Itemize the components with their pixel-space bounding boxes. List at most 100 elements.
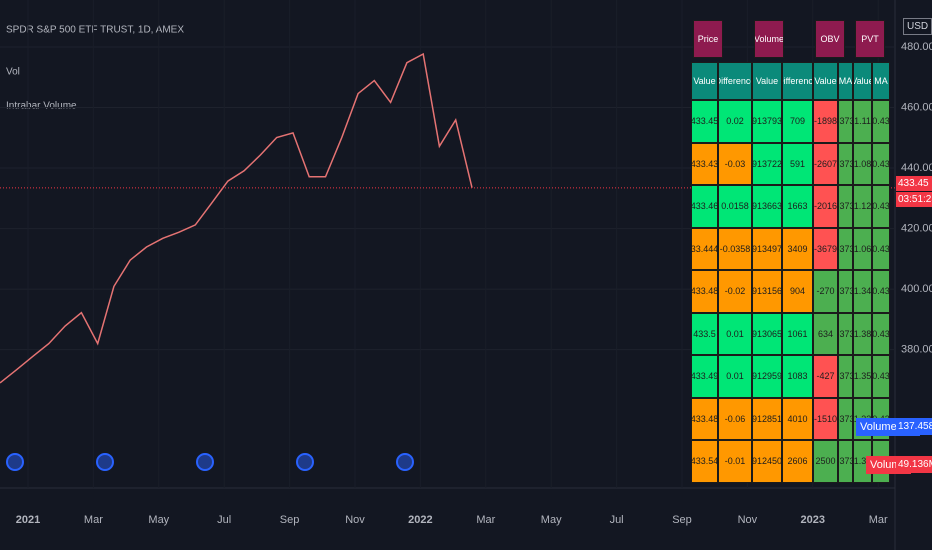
table-column-header: MA [872, 62, 890, 100]
x-tick-label: Mar [476, 514, 495, 526]
table-group-header: OBV [815, 20, 845, 58]
x-tick-label: May [148, 514, 169, 526]
table-cell: 433.4442 [691, 227, 718, 270]
y-tick-label: 420.00 [901, 222, 932, 234]
x-tick-label: Jul [610, 514, 624, 526]
table-cell: 1083 [782, 355, 813, 398]
table-cell: 1.11 [853, 100, 872, 143]
table-cell: 1.38 [853, 312, 872, 355]
table-cell: -373 [838, 227, 853, 270]
table-cell: 1.12 [853, 185, 872, 228]
x-tick-label: Mar [84, 514, 103, 526]
table-cell: -0.01 [718, 440, 752, 483]
table-cell: 49130658 [752, 312, 782, 355]
table-cell: 1.06 [853, 227, 872, 270]
table-cell: 49137225 [752, 142, 782, 185]
table-cell: 0.43 [872, 355, 890, 398]
indicator-label: Intrabar Volume [6, 101, 77, 112]
table-column-header: MA [838, 62, 853, 100]
table-cell: -373 [838, 270, 853, 313]
table-cell: 433.49 [691, 355, 718, 398]
volume-label-value: 137.458M [896, 418, 932, 435]
table-column-header: Value [752, 62, 782, 100]
table-cell: 904 [782, 270, 813, 313]
table-cell: -1510 [813, 397, 838, 440]
x-tick-label: Mar [869, 514, 888, 526]
x-tick-label: Nov [345, 514, 365, 526]
x-tick-label: 2023 [801, 514, 825, 526]
y-tick-label: 480.00 [901, 41, 932, 53]
x-tick-label: May [541, 514, 562, 526]
countdown-label: 03:51:25 [896, 191, 932, 207]
last-price-label: 433.45 [896, 175, 932, 191]
table-cell: -3679 [813, 227, 838, 270]
table-cell: -0.02 [718, 270, 752, 313]
table-cell: 1.35 [853, 355, 872, 398]
table-cell: 1.34 [853, 270, 872, 313]
table-cell: 0.01 [718, 312, 752, 355]
table-cell: 0.43 [872, 100, 890, 143]
table-cell: 49128514 [752, 397, 782, 440]
table-cell: 49131562 [752, 270, 782, 313]
table-cell: 1.08 [853, 142, 872, 185]
table-cell: 0.43 [872, 270, 890, 313]
table-cell: 1061 [782, 312, 813, 355]
table-cell: -1898 [813, 100, 838, 143]
indicator-label: Vol [6, 67, 20, 78]
table-group-header: Price [693, 20, 723, 58]
y-tick-label: 380.00 [901, 344, 932, 356]
table-cell: 3409 [782, 227, 813, 270]
y-tick-label: 400.00 [901, 283, 932, 295]
table-cell: -2016 [813, 185, 838, 228]
table-cell: 433.54 [691, 440, 718, 483]
table-cell: -373 [838, 440, 853, 483]
price-line [0, 52, 473, 384]
table-cell: -270 [813, 270, 838, 313]
x-tick-label: Sep [280, 514, 300, 526]
table-cell: 49124504 [752, 440, 782, 483]
table-cell: 49134971 [752, 227, 782, 270]
table-cell: 433.48 [691, 270, 718, 313]
y-tick-label: 460.00 [901, 101, 932, 113]
x-tick-label: 2021 [16, 514, 40, 526]
table-cell: 591 [782, 142, 813, 185]
table-cell: 49136634 [752, 185, 782, 228]
table-cell: -373 [838, 312, 853, 355]
table-column-header: Difference [782, 62, 813, 100]
table-group-header: PVT [855, 20, 885, 58]
table-cell: 0.43 [872, 185, 890, 228]
volume-label-value: 49.136M [896, 456, 932, 473]
table-cell: 0.43 [872, 142, 890, 185]
table-cell: 0.43 [872, 227, 890, 270]
table-cell: -0.03 [718, 142, 752, 185]
x-tick-label: Sep [672, 514, 692, 526]
dividend-markers [6, 453, 414, 471]
table-cell: 0.43 [872, 312, 890, 355]
table-column-header: Difference [718, 62, 752, 100]
table-cell: 433.43 [691, 142, 718, 185]
table-cell: 49137934 [752, 100, 782, 143]
table-cell: 0.0158 [718, 185, 752, 228]
currency[interactable]: USD [903, 18, 932, 35]
table-cell: -373 [838, 355, 853, 398]
table-cell: 4010 [782, 397, 813, 440]
table-cell: -373 [838, 100, 853, 143]
x-tick-label: Nov [738, 514, 758, 526]
chart-title: SPDR S&P 500 ETF TRUST, 1D, AMEX [6, 25, 184, 36]
x-tick-label: 2022 [408, 514, 432, 526]
table-cell: 433.45 [691, 100, 718, 143]
table-cell: 2500 [813, 440, 838, 483]
table-cell: 1663 [782, 185, 813, 228]
table-cell: 634 [813, 312, 838, 355]
x-tick-label: Jul [217, 514, 231, 526]
table-cell: 0.01 [718, 355, 752, 398]
table-group-header: Volume [754, 20, 784, 58]
table-cell: 433.5 [691, 312, 718, 355]
y-tick-label: 440.00 [901, 162, 932, 174]
table-cell: 433.46 [691, 185, 718, 228]
table-cell: -0.0358 [718, 227, 752, 270]
table-cell: -373 [838, 397, 853, 440]
table-cell: -373 [838, 142, 853, 185]
